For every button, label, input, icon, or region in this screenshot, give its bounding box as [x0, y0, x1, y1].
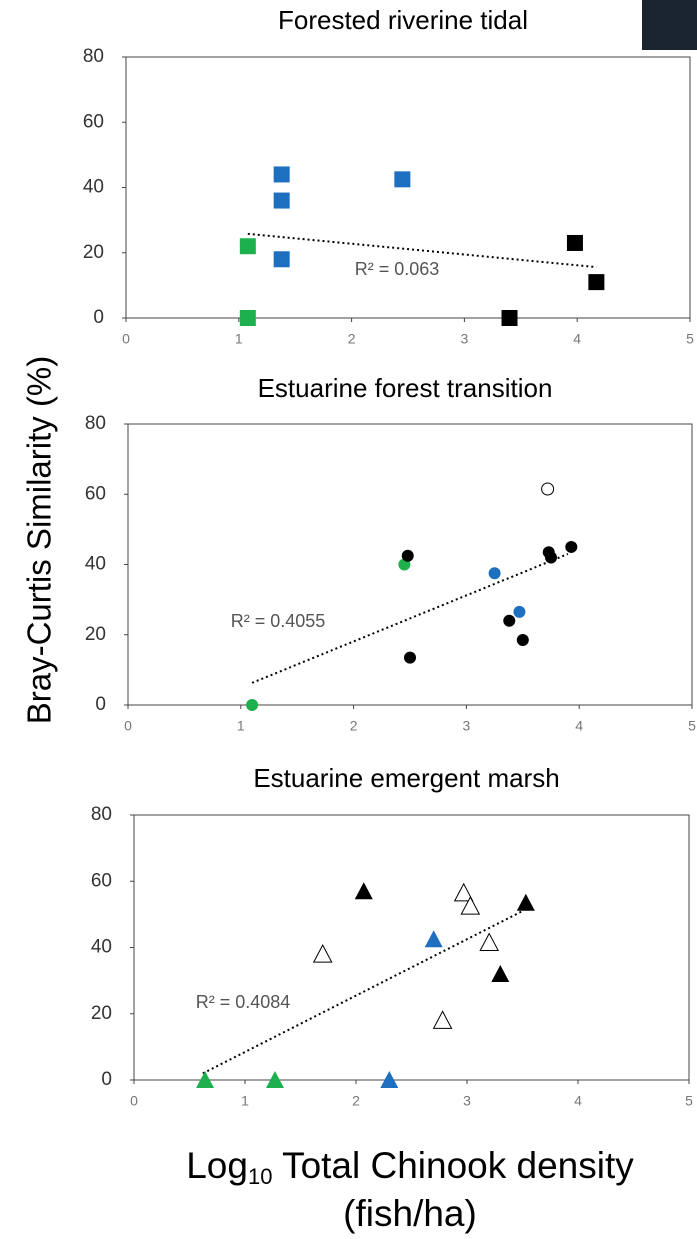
trendline: [251, 553, 569, 684]
point: [432, 1010, 453, 1029]
x-tick-label: 3: [461, 331, 469, 347]
x-label-rest: Total Chinook density: [272, 1145, 634, 1186]
x-tick-label: 5: [685, 1093, 693, 1109]
y-tick-label: 20: [91, 1003, 112, 1024]
y-tick-label: 0: [95, 694, 106, 715]
x-axis-label: Log10 Total Chinook density: [186, 1145, 634, 1189]
y-tick-label: 40: [91, 937, 112, 958]
point: [491, 965, 510, 982]
chart-title: Estuarine forest transition: [258, 373, 553, 403]
point: [503, 614, 516, 627]
x-tick-label: 0: [122, 331, 130, 347]
point: [545, 551, 557, 564]
point: [312, 944, 333, 963]
x-tick-label: 2: [352, 1093, 360, 1109]
y-tick-label: 40: [83, 177, 104, 198]
point: [501, 310, 518, 326]
point: [394, 171, 411, 188]
point: [565, 540, 578, 553]
y-tick-label: 60: [85, 483, 106, 504]
x-tick-label: 3: [463, 718, 471, 734]
y-tick-label: 80: [85, 413, 106, 434]
point: [516, 893, 535, 911]
point: [541, 482, 555, 496]
y-tick-label: 60: [83, 111, 104, 132]
r-squared: R² = 0.4055: [231, 611, 326, 631]
point: [239, 238, 256, 255]
point: [488, 567, 501, 580]
x-label-main: Log: [186, 1145, 248, 1186]
point: [404, 651, 416, 664]
r-squared: R² = 0.4084: [196, 992, 291, 1012]
photo-fragment: [642, 0, 697, 50]
x-tick-label: 5: [688, 718, 696, 734]
point: [265, 1071, 284, 1088]
trendline: [247, 232, 597, 269]
y-tick-label: 20: [85, 624, 106, 645]
x-tick-label: 1: [241, 1093, 249, 1109]
x-axis-label-line2: (fish/ha): [343, 1193, 477, 1234]
x-tick-label: 4: [575, 718, 583, 734]
point: [196, 1071, 215, 1088]
y-tick-label: 80: [83, 46, 104, 67]
x-tick-label: 4: [574, 1093, 582, 1109]
point: [513, 605, 526, 618]
point: [380, 1071, 399, 1088]
y-tick-label: 0: [93, 307, 104, 328]
x-label-subscript: 10: [248, 1164, 272, 1189]
y-tick-label: 20: [83, 242, 104, 263]
r-squared: R² = 0.063: [355, 259, 440, 279]
y-axis-label: Bray-Curtis Similarity (%): [21, 356, 58, 725]
chart-title: Forested riverine tidal: [278, 5, 528, 35]
point: [273, 251, 290, 268]
x-tick-label: 4: [573, 331, 581, 347]
plot-area: [125, 56, 691, 319]
x-tick-label: 1: [237, 718, 245, 734]
x-tick-label: 0: [124, 718, 132, 734]
point: [354, 882, 373, 900]
point: [273, 166, 290, 183]
point: [401, 549, 414, 562]
y-tick-label: 40: [85, 554, 106, 575]
point: [273, 192, 290, 209]
point: [566, 234, 583, 251]
point: [239, 310, 256, 326]
plot-area: [133, 814, 690, 1081]
x-tick-label: 1: [235, 331, 243, 347]
x-tick-label: 2: [350, 718, 358, 734]
point: [479, 932, 500, 952]
point: [460, 896, 481, 915]
point: [246, 699, 259, 711]
y-tick-label: 80: [91, 804, 112, 825]
x-tick-label: 3: [463, 1093, 471, 1109]
point: [424, 930, 443, 948]
point: [588, 274, 605, 291]
point: [453, 882, 474, 902]
x-tick-label: 2: [348, 331, 356, 347]
point: [516, 634, 529, 647]
x-tick-label: 5: [686, 331, 694, 347]
y-tick-label: 60: [91, 870, 112, 891]
x-tick-label: 0: [130, 1093, 138, 1109]
y-tick-label: 0: [101, 1069, 112, 1090]
chart-title: Estuarine emergent marsh: [253, 763, 559, 793]
